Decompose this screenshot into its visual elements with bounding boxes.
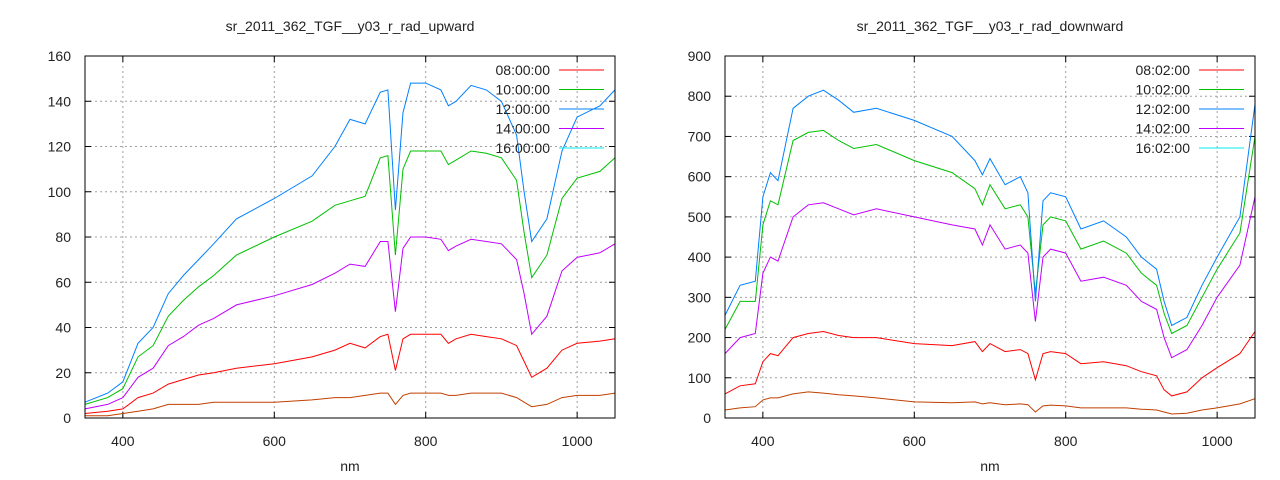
x-tick-label: 400 bbox=[111, 433, 135, 449]
legend-label: 10:00:00 bbox=[496, 82, 551, 98]
x-tick-label: 800 bbox=[414, 433, 438, 449]
x-tick-label: 600 bbox=[263, 433, 287, 449]
series-line-10:02:00 bbox=[724, 129, 1256, 335]
y-tick-label: 140 bbox=[48, 93, 72, 109]
y-tick-label: 500 bbox=[688, 209, 712, 225]
y-tick-label: 20 bbox=[55, 365, 71, 381]
legend-label: 08:02:00 bbox=[1136, 62, 1191, 78]
series-line-14:00:00 bbox=[84, 236, 616, 410]
legend-label: 10:02:00 bbox=[1136, 82, 1191, 98]
y-tick-label: 900 bbox=[688, 48, 712, 64]
series-line-12:00:00 bbox=[84, 82, 616, 403]
y-tick-label: 300 bbox=[688, 289, 712, 305]
y-tick-label: 60 bbox=[55, 274, 71, 290]
y-tick-label: 160 bbox=[48, 48, 72, 64]
plot-frame bbox=[84, 55, 616, 419]
y-tick-label: 100 bbox=[48, 184, 72, 200]
legend-label: 14:02:00 bbox=[1136, 121, 1191, 137]
legend-label: 08:00:00 bbox=[496, 62, 551, 78]
y-tick-label: 600 bbox=[688, 169, 712, 185]
x-tick-label: 1000 bbox=[1202, 433, 1233, 449]
legend-label: 12:00:00 bbox=[496, 101, 551, 117]
legend-label: 12:02:00 bbox=[1136, 101, 1191, 117]
series-line-08:00:00 bbox=[84, 333, 616, 414]
plot-frame bbox=[724, 55, 1256, 419]
legend-label: 16:02:00 bbox=[1136, 140, 1191, 156]
series-line-12:02:00 bbox=[724, 89, 1256, 327]
chart-title: sr_2011_362_TGF__y03_r_rad_upward bbox=[226, 18, 475, 34]
y-tick-label: 200 bbox=[688, 330, 712, 346]
series-line-14:02:00 bbox=[724, 196, 1256, 359]
y-tick-label: 0 bbox=[63, 410, 71, 426]
y-tick-label: 700 bbox=[688, 128, 712, 144]
y-tick-label: 120 bbox=[48, 139, 72, 155]
x-tick-label: 1000 bbox=[562, 433, 593, 449]
x-axis-label: nm bbox=[980, 458, 999, 474]
chart-title: sr_2011_362_TGF__y03_r_rad_downward bbox=[857, 18, 1124, 34]
series-line-16:00:00 bbox=[85, 392, 616, 417]
y-tick-label: 40 bbox=[55, 320, 71, 336]
legend-label: 16:00:00 bbox=[496, 140, 551, 156]
chart-panel-2: 0 100 200 300 400 500 600 700 800 900 400 600 800 100… bbox=[688, 18, 1256, 474]
chart-panel-1: 0 20 40 60 80 100 120 140 160 400 600 800 1000 08:00:… bbox=[48, 18, 616, 474]
y-tick-label: 100 bbox=[688, 370, 712, 386]
x-axis-label: nm bbox=[340, 458, 359, 474]
x-tick-label: 800 bbox=[1054, 433, 1078, 449]
x-tick-label: 400 bbox=[751, 433, 775, 449]
series-line-10:00:00 bbox=[84, 150, 616, 405]
series-line-16:02:00 bbox=[724, 391, 1256, 415]
legend-label: 14:00:00 bbox=[496, 121, 551, 137]
x-tick-label: 600 bbox=[903, 433, 927, 449]
series-line-08:02:00 bbox=[724, 330, 1256, 397]
y-tick-label: 0 bbox=[703, 410, 711, 426]
y-tick-label: 400 bbox=[688, 249, 712, 265]
y-tick-label: 80 bbox=[55, 229, 71, 245]
y-tick-label: 800 bbox=[688, 88, 712, 104]
